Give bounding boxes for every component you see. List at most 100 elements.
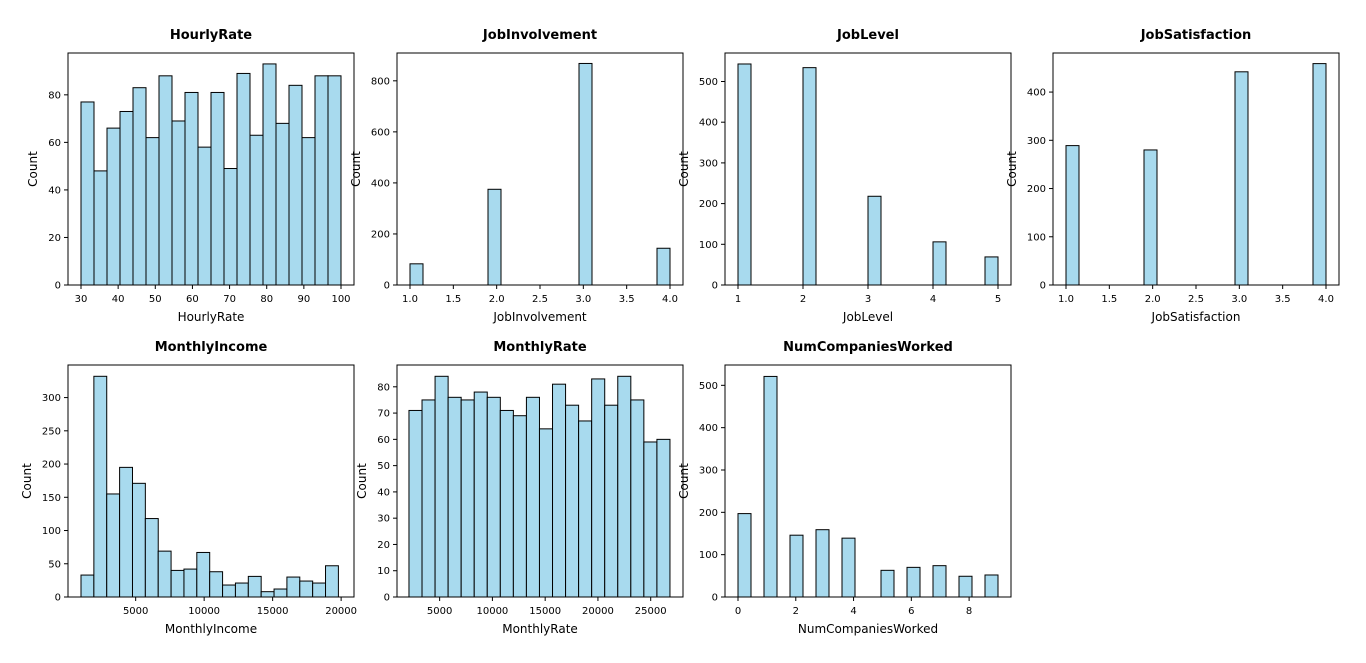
chart-title: JobSatisfaction bbox=[1140, 28, 1252, 43]
y-axis-label: Count bbox=[355, 463, 369, 499]
x-tick-label: 5000 bbox=[123, 606, 148, 617]
chart-title: NumCompaniesWorked bbox=[783, 340, 953, 355]
y-tick-label: 300 bbox=[699, 465, 718, 476]
histogram-bar bbox=[145, 137, 160, 286]
histogram-bar bbox=[565, 404, 580, 598]
subplot-hourlyrate: 30 40 50 60 70 80 90 100 0 20 40 60 80 HourlyRate Hour… bbox=[26, 28, 355, 324]
histogram-bar bbox=[249, 134, 264, 286]
y-axis-label: Count bbox=[20, 463, 34, 499]
histogram-bar bbox=[932, 565, 947, 598]
histogram-bar bbox=[906, 566, 921, 598]
x-tick-label: 50 bbox=[149, 294, 162, 305]
histogram-bar bbox=[197, 146, 212, 286]
x-axis-label: HourlyRate bbox=[178, 310, 245, 324]
y-tick-label: 80 bbox=[377, 382, 390, 393]
x-tick-label: 4 bbox=[930, 294, 936, 305]
x-tick-label: 5 bbox=[995, 294, 1001, 305]
x-tick-label: 70 bbox=[223, 294, 236, 305]
y-tick-label: 0 bbox=[712, 593, 718, 604]
histogram-bar bbox=[170, 569, 185, 598]
x-tick-label: 0 bbox=[735, 606, 741, 617]
x-tick-label: 2.5 bbox=[532, 294, 548, 305]
x-tick-label: 4 bbox=[850, 606, 856, 617]
chart-title: MonthlyIncome bbox=[155, 340, 268, 355]
y-tick-label: 400 bbox=[699, 118, 718, 129]
y-tick-label: 0 bbox=[1040, 281, 1046, 292]
y-tick-label: 200 bbox=[699, 508, 718, 519]
histogram-bar bbox=[486, 396, 501, 598]
y-tick-label: 0 bbox=[384, 281, 390, 292]
histogram-bar bbox=[312, 582, 327, 598]
x-tick-label: 4.0 bbox=[1318, 294, 1334, 305]
histogram-bar bbox=[80, 101, 95, 286]
histogram-bar bbox=[408, 409, 423, 598]
histogram-bar bbox=[157, 550, 172, 598]
chart-title: JobLevel bbox=[836, 28, 899, 43]
histogram-bar bbox=[158, 75, 173, 286]
histogram-bar bbox=[299, 580, 314, 598]
y-tick-label: 50 bbox=[48, 559, 61, 570]
histogram-bar bbox=[421, 399, 436, 598]
histogram-bar bbox=[841, 537, 856, 598]
y-tick-label: 0 bbox=[55, 281, 61, 292]
y-tick-label: 10 bbox=[377, 566, 390, 577]
x-tick-label: 1 bbox=[735, 294, 741, 305]
y-tick-label: 200 bbox=[699, 199, 718, 210]
y-tick-label: 50 bbox=[377, 461, 390, 472]
y-tick-label: 500 bbox=[699, 381, 718, 392]
x-axis-label: MonthlyIncome bbox=[165, 622, 257, 636]
x-tick-label: 1.5 bbox=[445, 294, 461, 305]
x-tick-label: 25000 bbox=[635, 606, 667, 617]
histogram-bar bbox=[487, 188, 502, 286]
y-tick-label: 250 bbox=[42, 426, 61, 437]
x-tick-label: 15000 bbox=[529, 606, 561, 617]
x-tick-label: 3.0 bbox=[1231, 294, 1247, 305]
y-tick-label: 300 bbox=[42, 393, 61, 404]
y-tick-label: 100 bbox=[699, 240, 718, 251]
y-tick-label: 0 bbox=[55, 593, 61, 604]
histogram-bar bbox=[286, 576, 301, 598]
histogram-bar bbox=[737, 63, 752, 286]
histogram-bar bbox=[314, 75, 329, 286]
y-axis-label: Count bbox=[1005, 151, 1019, 187]
histogram-bar bbox=[578, 420, 593, 598]
x-tick-label: 3 bbox=[865, 294, 871, 305]
histogram-bar bbox=[789, 534, 804, 598]
histogram-bar bbox=[525, 396, 540, 598]
x-tick-label: 60 bbox=[186, 294, 199, 305]
histogram-bar bbox=[1312, 63, 1327, 286]
x-tick-label: 15000 bbox=[257, 606, 289, 617]
histogram-bar bbox=[643, 441, 658, 598]
histogram-bar bbox=[867, 195, 882, 286]
histogram-bar bbox=[880, 569, 895, 598]
histogram-bar bbox=[460, 399, 475, 598]
x-tick-label: 2 bbox=[793, 606, 799, 617]
y-tick-label: 100 bbox=[1027, 232, 1046, 243]
x-tick-label: 10000 bbox=[188, 606, 220, 617]
y-tick-label: 30 bbox=[377, 514, 390, 525]
y-axis-label: Count bbox=[26, 151, 40, 187]
histogram-bar bbox=[434, 375, 449, 598]
chart-title: JobInvolvement bbox=[482, 28, 597, 43]
y-tick-label: 0 bbox=[712, 281, 718, 292]
histogram-bar bbox=[499, 409, 514, 598]
histogram-bar bbox=[288, 84, 303, 286]
axes-frame bbox=[724, 364, 1012, 598]
histogram-bar bbox=[656, 247, 671, 286]
y-tick-label: 60 bbox=[48, 138, 61, 149]
subplot-monthlyrate: 5000 10000 15000 20000 25000 0 10 20 30 40 50 60 70 8… bbox=[355, 340, 684, 636]
y-tick-label: 200 bbox=[1027, 184, 1046, 195]
histogram-bar bbox=[512, 415, 527, 598]
x-tick-label: 4.0 bbox=[662, 294, 678, 305]
histogram-bar bbox=[932, 241, 947, 286]
histogram-bar bbox=[223, 168, 238, 286]
subplot-monthlyincome: 5000 10000 15000 20000 0 50 100 150 200 250 300 Mon… bbox=[20, 340, 357, 636]
histogram-bar bbox=[275, 122, 290, 286]
x-tick-label: 100 bbox=[331, 294, 350, 305]
chart-title: HourlyRate bbox=[170, 28, 252, 43]
subplot-joblevel: 1 2 3 4 5 0 100 200 300 400 500 JobLevel JobLevel Cou… bbox=[677, 28, 1012, 324]
x-tick-label: 1.5 bbox=[1101, 294, 1117, 305]
histogram-bar bbox=[106, 127, 121, 286]
histogram-bar bbox=[984, 256, 999, 286]
histogram-bar bbox=[447, 396, 462, 598]
